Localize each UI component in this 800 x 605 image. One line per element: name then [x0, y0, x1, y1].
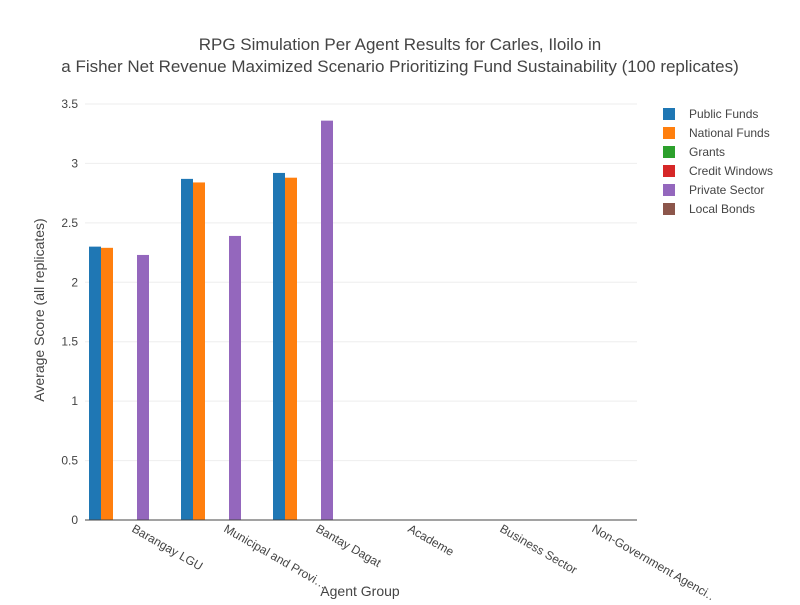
legend-item[interactable]: Private Sector: [663, 183, 764, 197]
y-tick-labels: 0 0.5 1 1.5 2 2.5 3 3.5: [61, 97, 78, 527]
legend-label: Public Funds: [689, 107, 758, 121]
bar-public-funds[interactable]: [89, 246, 101, 520]
y-tick-label: 1.5: [61, 335, 78, 349]
y-tick-label: 2: [71, 275, 78, 289]
bar-private-sector[interactable]: [321, 120, 333, 520]
bar-private-sector[interactable]: [229, 235, 241, 520]
legend-label: Grants: [689, 145, 725, 159]
legend-swatch: [663, 165, 675, 177]
legend-item[interactable]: Grants: [663, 145, 725, 159]
legend-swatch: [663, 127, 675, 139]
bar-public-funds[interactable]: [273, 172, 285, 521]
bar-private-sector[interactable]: [137, 254, 149, 520]
x-tick-labels: Barangay LGU Municipal and Provi…Bantay D…: [130, 521, 721, 605]
bar-national-funds[interactable]: [193, 182, 205, 520]
bar-public-funds[interactable]: [181, 178, 193, 520]
y-tick-label: 0.5: [61, 454, 78, 468]
legend-swatch: [663, 108, 675, 120]
legend-swatch: [663, 203, 675, 215]
legend-item[interactable]: Public Funds: [663, 107, 758, 121]
legend-label: National Funds: [689, 126, 770, 140]
gridlines: [85, 103, 637, 462]
x-tick-label: Academe: [406, 521, 457, 559]
legend-item[interactable]: National Funds: [663, 126, 770, 140]
x-tick-label: Barangay LGU: [130, 521, 206, 573]
legend-swatch: [663, 146, 675, 158]
legend: Public Funds National Funds Grants Credit W…: [663, 107, 773, 216]
y-tick-label: 3: [71, 156, 78, 170]
bar-national-funds[interactable]: [101, 247, 113, 520]
legend-label: Private Sector: [689, 183, 764, 197]
legend-item[interactable]: Credit Windows: [663, 164, 773, 178]
x-tick-label: Business Sector: [498, 521, 580, 576]
x-axis-title: Agent Group: [320, 583, 400, 599]
legend-label: Local Bonds: [689, 202, 755, 216]
x-tick-label: Non-Government Agenci…: [590, 521, 721, 600]
legend-swatch: [663, 184, 675, 196]
chart-title-line-1: RPG Simulation Per Agent Results for Car…: [199, 35, 602, 54]
legend-item[interactable]: Local Bonds: [663, 202, 755, 216]
y-axis-title: Average Score (all replicates): [31, 218, 47, 401]
legend-label: Credit Windows: [689, 164, 773, 178]
y-tick-label: 3.5: [61, 97, 78, 111]
y-tick-label: 0: [71, 513, 78, 527]
bar-national-funds[interactable]: [285, 177, 297, 521]
x-tick-label: Bantay Dagat: [314, 521, 385, 570]
bars: [89, 120, 333, 521]
y-tick-label: 2.5: [61, 216, 78, 230]
chart-title-line-2: a Fisher Net Revenue Maximized Scenario …: [61, 57, 738, 76]
y-tick-label: 1: [71, 394, 78, 408]
